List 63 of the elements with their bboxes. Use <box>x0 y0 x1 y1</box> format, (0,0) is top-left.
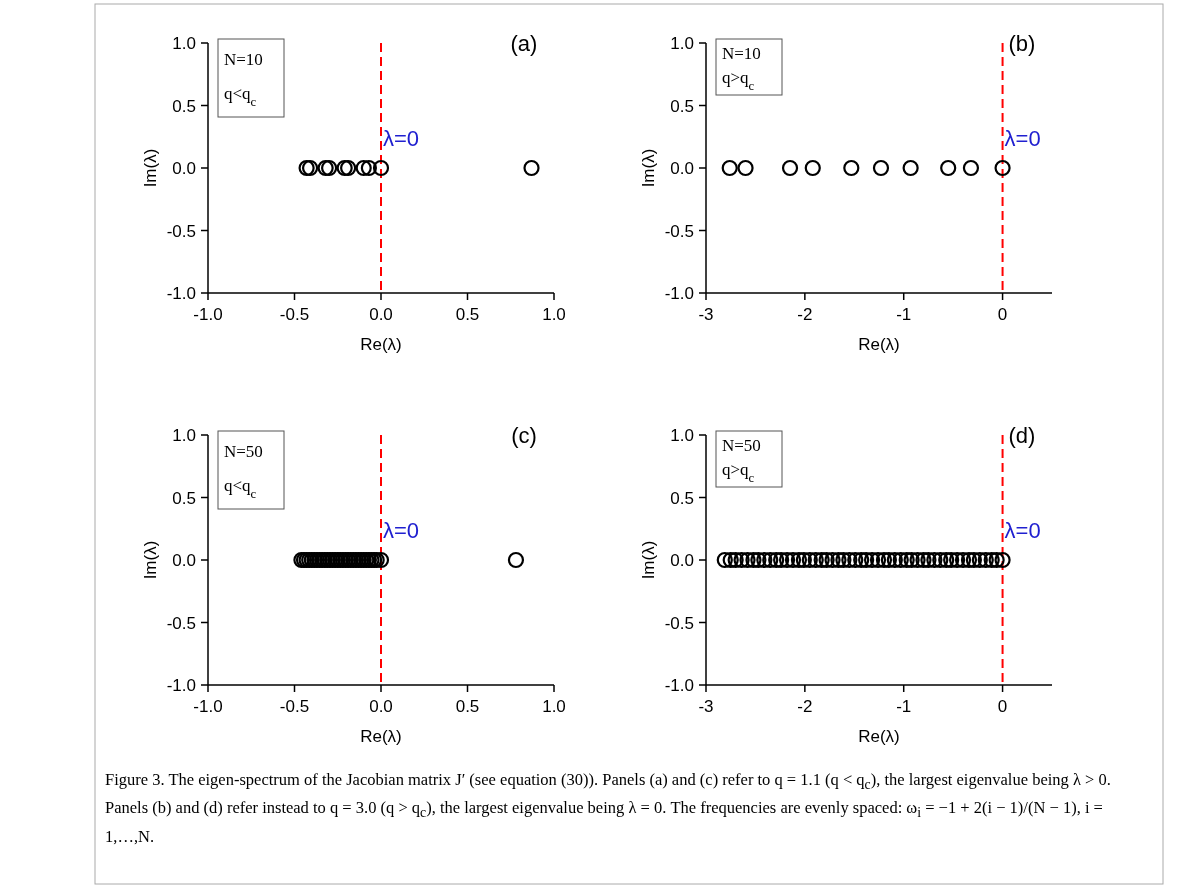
x-axis-title: Re(λ) <box>858 727 900 746</box>
y-tick-label: -1.0 <box>664 284 694 303</box>
text: Figure 3. The eigen-spectrum of the Jacobian matrix J′ (see equation (30)). Panels (a) and (c) refer to q = 1.1 (q < q$_{c}$), the largest eigenvalue being λ > 0. Panels (b) and (d) refer instead to q = 3.0 (q > q$_{c}$), the largest eigenvalue being λ = 0. The frequencies are evenly spaced: ω$_{i}$ = −1 + 2(i − 1)/(N − 1), i = 1,…,N. <box>105 770 1111 846</box>
annotation: N=50 <box>722 436 761 455</box>
x-tick-label: 1.0 <box>542 697 566 716</box>
x-tick-label: -0.5 <box>279 697 310 716</box>
ref-line-label: λ=0 <box>383 518 420 543</box>
y-tick-label: -0.5 <box>664 221 694 241</box>
annotation: N=10 <box>224 50 263 69</box>
y-tick-label: 0.0 <box>670 159 694 178</box>
annotation: N=10 <box>722 44 761 63</box>
x-axis-title: Re(λ) <box>360 335 402 354</box>
y-tick-label: 1.0 <box>670 34 694 53</box>
y-tick-label: 1.0 <box>172 426 196 445</box>
y-axis-title: Im(λ) <box>639 148 658 188</box>
annotation: (d) <box>1008 423 1036 448</box>
annotation: (b) <box>1008 31 1036 56</box>
x-tick-label: -2 <box>797 697 813 716</box>
y-tick-label: -1.0 <box>664 676 694 695</box>
x-tick-label: -1.0 <box>193 697 223 716</box>
y-axis-title: Im(λ) <box>141 148 160 188</box>
y-tick-label: -1.0 <box>166 676 196 695</box>
x-tick-label: 0 <box>997 305 1008 324</box>
y-tick-label: 0.0 <box>670 551 694 570</box>
x-tick-label: -3 <box>698 305 714 324</box>
x-tick-label: -0.5 <box>279 305 310 324</box>
y-axis-title: Im(λ) <box>639 540 658 580</box>
x-tick-label: 0 <box>997 697 1008 716</box>
y-tick-label: 0.5 <box>172 488 196 508</box>
y-tick-label: 0.0 <box>172 551 196 570</box>
x-tick-label: -1 <box>896 305 912 324</box>
y-tick-label: 1.0 <box>670 426 694 445</box>
x-tick-label: -2 <box>797 305 813 324</box>
x-tick-label: -3 <box>698 697 714 716</box>
x-axis-title: Re(λ) <box>858 335 900 354</box>
x-tick-label: 1.0 <box>542 305 566 324</box>
annotation: q<q$_{c}$ <box>224 84 257 109</box>
y-tick-label: -1.0 <box>166 284 196 303</box>
y-tick-label: 0.5 <box>172 96 196 116</box>
annotation: N=50 <box>224 442 263 461</box>
ref-line-label: λ=0 <box>1004 126 1041 151</box>
x-tick-label: 0.5 <box>455 697 480 716</box>
x-axis-title: Re(λ) <box>360 727 402 746</box>
x-tick-label: -1.0 <box>193 305 223 324</box>
annotation: (c) <box>511 423 537 448</box>
ref-line-label: λ=0 <box>1004 518 1041 543</box>
x-tick-label: 0.5 <box>455 305 480 324</box>
x-tick-label: -1 <box>896 697 912 716</box>
ref-line-label: λ=0 <box>383 126 420 151</box>
y-tick-label: -0.5 <box>166 613 196 633</box>
y-tick-label: 0.5 <box>670 96 694 116</box>
annotation: q<q$_{c}$ <box>224 476 257 501</box>
y-tick-label: 0.0 <box>172 159 196 178</box>
annotation: q>q$_{c}$ <box>722 68 755 93</box>
x-tick-label: 0.0 <box>369 697 393 716</box>
y-tick-label: -0.5 <box>664 613 694 633</box>
annotation: q>q$_{c}$ <box>722 460 755 485</box>
y-axis-title: Im(λ) <box>141 540 160 580</box>
annotation: (a) <box>510 31 538 56</box>
y-tick-label: 1.0 <box>172 34 196 53</box>
x-tick-label: 0.0 <box>369 305 393 324</box>
y-tick-label: 0.5 <box>670 488 694 508</box>
y-tick-label: -0.5 <box>166 221 196 241</box>
